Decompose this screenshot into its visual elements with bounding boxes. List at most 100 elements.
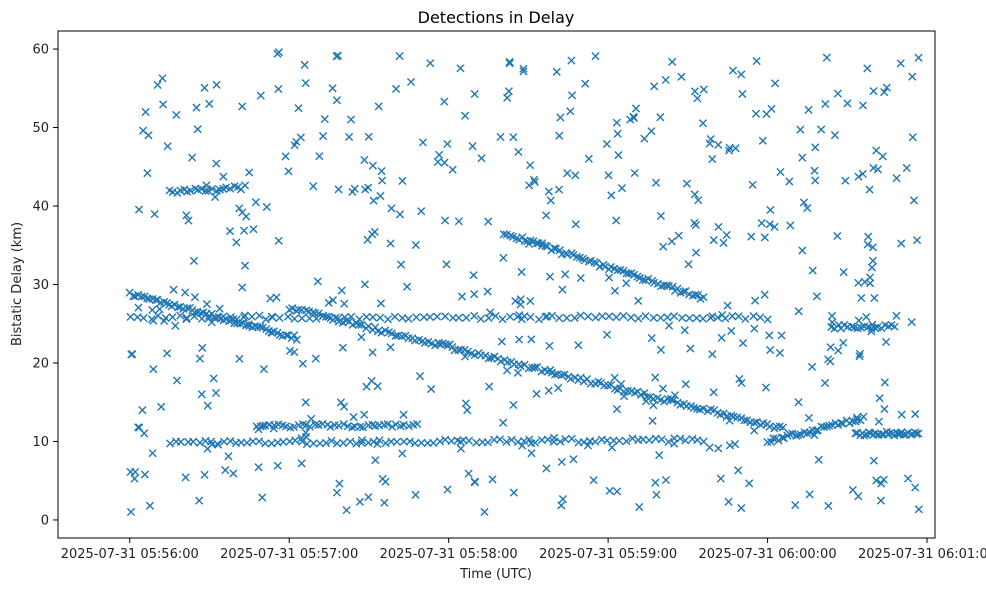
scatter-point-clutter [311,354,320,363]
scatter-point-clutter [245,321,254,331]
scatter-point-clutter [709,236,718,245]
scatter-point [644,274,653,283]
scatter-point-clutter [725,441,735,450]
scatter-point-clutter [694,196,703,205]
y-axis-ticks: 0 10 20 30 40 50 60 [32,43,58,528]
scatter-point [129,291,138,301]
scatter-point-clutter [395,51,404,61]
scatter-point [520,436,529,446]
scatter-point-clutter [828,318,837,327]
scatter-point-clutter [300,60,309,69]
scatter-point-clutter [708,350,717,359]
scatter-point-clutter [728,66,738,75]
scatter-point [197,314,206,323]
scatter-point-clutter [395,210,405,219]
scatter-point-clutter [914,505,923,514]
scatter-point [498,315,507,324]
scatter-point-clutter [775,348,784,358]
scatter-point [728,312,737,321]
scatter-point [663,313,672,322]
scatter-point-clutter [211,388,221,398]
scatter-point-clutter [256,91,265,100]
scatter-point-clutter [554,185,564,194]
scatter-point-clutter [328,296,338,305]
scatter-point-clutter [362,382,371,391]
scatter-point-clutter [224,452,233,461]
scatter-point [190,312,199,321]
scatter-point-clutter [817,125,826,134]
scatter-point [339,420,349,429]
scatter-point-clutter [134,205,144,214]
scatter-point-clutter [737,378,746,388]
scatter-point [240,181,250,190]
scatter-point-clutter [240,261,250,270]
scatter-point-clutter [581,79,590,88]
scatter-point [749,312,758,321]
scatter-point-clutter [448,165,457,174]
scatter-point-clutter [727,326,736,336]
scatter-point-clutter [820,378,830,388]
scatter-point-clutter [144,131,153,140]
x-axis-label: Time (UTC) [459,567,532,582]
scatter-point [369,437,378,446]
scatter-point-clutter [896,429,905,438]
scatter-point [448,313,458,322]
scatter-point [248,437,257,446]
scatter-point [312,314,321,323]
scatter-point [290,331,299,340]
scatter-point-clutter [509,133,518,142]
scatter-point [381,439,390,448]
scatter-point-clutter [811,176,820,185]
scatter-point-clutter [290,348,299,357]
scatter-point-clutter [557,457,566,467]
scatter-point-clutter [880,88,889,97]
scatter-point-clutter [914,53,923,62]
scatter-point-clutter [897,410,906,419]
scatter-point-clutter [229,315,238,324]
scatter-point [641,312,650,321]
scatter-point-clutter [249,225,258,234]
scatter-point-clutter [530,177,539,187]
scatter-point [555,246,564,255]
scatter-point [794,430,803,439]
scatter-point-clutter [896,59,905,68]
scatter-point-clutter [149,365,158,374]
scatter-point-clutter [557,501,566,510]
scatter-point-clutter [737,70,746,79]
scatter-point [356,422,365,431]
scatter-point-clutter [854,316,863,325]
scatter-point-clutter [339,402,349,411]
scatter-point-clutter [866,279,875,288]
scatter-point-clutter [149,316,158,325]
scatter-point-clutter [486,308,495,317]
scatter-point-clutter [206,437,216,446]
scatter-point-clutter [880,404,889,414]
scatter-point-clutter [398,449,407,458]
scatter-point [425,312,435,322]
scatter-point [612,313,621,322]
scatter-point-clutter [399,410,408,419]
scatter-point [851,429,860,438]
scatter-point-clutter [550,433,559,442]
scatter-point-clutter [869,87,878,96]
scatter-point-clutter [659,242,668,251]
scatter-point [550,244,559,253]
scatter-point-clutter [821,99,830,109]
scatter-point [399,437,408,446]
scatter-point-clutter [691,248,701,257]
scatter-point-clutter [240,311,249,320]
scatter-point [404,314,413,323]
scatter-point [412,313,421,322]
scatter-point-clutter [509,400,518,410]
scatter-point [297,314,307,323]
y-axis-label: Bistatic Delay (km) [10,222,25,346]
scatter-point-clutter [747,232,756,241]
scatter-point-clutter [612,118,621,127]
x-axis-ticks: 2025-07-31 05:56:00 2025-07-31 05:57:00 20… [61,538,986,562]
scatter-point-clutter [542,464,551,473]
scatter-point-clutter [181,288,190,297]
scatter-point [476,314,485,323]
scatter-point-clutter [664,321,674,330]
scatter-point [605,312,614,321]
scatter-point-clutter [172,376,182,385]
